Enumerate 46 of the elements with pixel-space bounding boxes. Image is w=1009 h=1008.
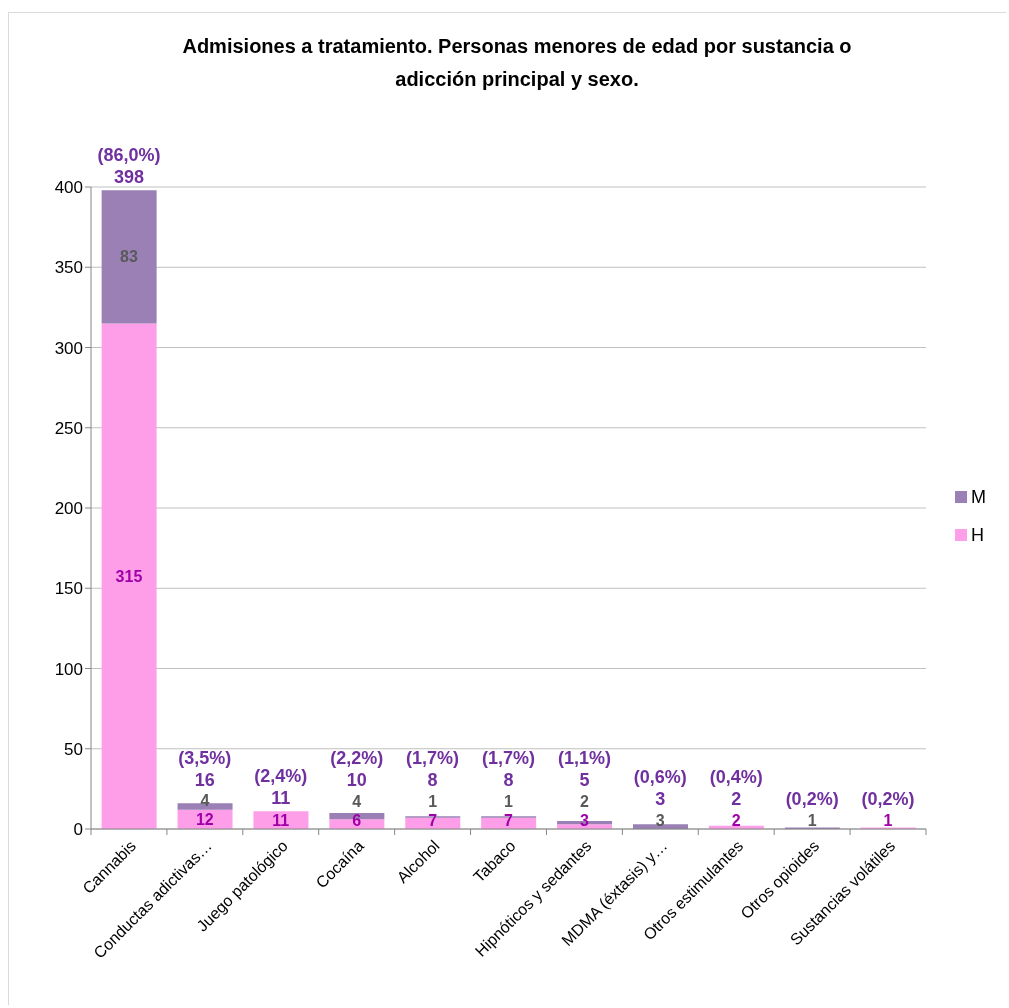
total-label: 16 <box>194 769 215 790</box>
data-label: 1 <box>428 792 438 810</box>
data-label: 1 <box>504 792 514 810</box>
data-label: 83 <box>120 248 138 266</box>
annotation: (0,6%) <box>633 767 687 788</box>
total-label: 398 <box>113 166 144 187</box>
y-tick-label: 50 <box>64 739 83 759</box>
total-label: 2 <box>731 811 741 829</box>
total-label: 5 <box>579 770 590 791</box>
y-tick-label: 400 <box>54 178 83 198</box>
y-tick-label: 150 <box>54 579 83 599</box>
data-label: 2 <box>579 792 589 810</box>
annotation: (1,7%) <box>481 748 536 769</box>
data-label: 3 <box>579 811 589 829</box>
annotation: (1,1%) <box>557 748 611 769</box>
total-label: 10 <box>346 770 367 791</box>
annotation: (0,4%) <box>709 767 763 788</box>
legend-label: H <box>971 524 984 546</box>
annotation: (2,4%) <box>254 765 308 786</box>
chart-title: Admisiones a tratamiento. Personas menores de edad por sustancia o adicción principal y sexo. <box>181 34 853 92</box>
total-label: 11 <box>271 787 291 808</box>
annotation: (0,2%) <box>785 789 839 810</box>
annotation: (3,5%) <box>178 747 232 768</box>
data-label: 315 <box>115 567 143 585</box>
total-label: 8 <box>503 770 514 791</box>
annotation: (0,2%) <box>861 789 915 810</box>
y-tick-label: 0 <box>73 820 83 840</box>
y-tick-label: 200 <box>54 499 83 519</box>
data-label: 7 <box>428 811 438 829</box>
annotation: (2,2%) <box>330 748 384 769</box>
data-label: 2 <box>731 789 742 810</box>
data-label: 11 <box>272 811 290 829</box>
data-label: 4 <box>352 792 362 810</box>
y-tick-label: 300 <box>54 338 83 358</box>
data-label: 7 <box>504 811 514 829</box>
annotation: (1,7%) <box>406 748 460 769</box>
data-label: 12 <box>195 810 214 828</box>
data-label: 3 <box>655 789 666 810</box>
legend-label: M <box>971 486 986 508</box>
annotation: (86,0%) <box>97 144 161 165</box>
y-tick-label: 100 <box>54 659 83 679</box>
total-label: 8 <box>427 770 438 791</box>
data-label: 1 <box>883 811 893 829</box>
data-label: 1 <box>807 811 817 829</box>
y-tick-label: 250 <box>54 418 83 438</box>
y-tick-label: 350 <box>54 258 83 278</box>
